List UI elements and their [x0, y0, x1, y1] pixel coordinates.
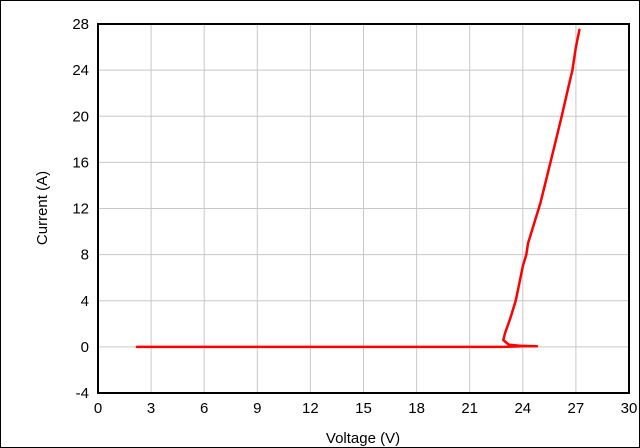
- x-tick-label: 3: [147, 400, 155, 417]
- y-tick-label: 24: [72, 62, 89, 79]
- plot-border: [97, 23, 630, 394]
- x-tick-label: 0: [94, 400, 102, 417]
- x-tick-label: 12: [302, 400, 319, 417]
- tick-labels: 0 3 6 9 12 15 18 21 24 27 30 -4 0 4 8 12 16 20 24 28: [72, 16, 637, 417]
- x-axis-title: Voltage (V): [326, 430, 400, 447]
- y-tick-label: -4: [76, 385, 89, 402]
- y-tick-label: 8: [81, 247, 89, 264]
- y-tick-label: 4: [81, 293, 89, 310]
- x-tick-label: 15: [355, 400, 372, 417]
- x-tick-label: 9: [253, 400, 261, 417]
- y-tick-label: 16: [72, 154, 89, 171]
- y-tick-label: 20: [72, 108, 89, 125]
- x-tick-label: 18: [408, 400, 425, 417]
- y-axis-title: Current (A): [34, 171, 51, 245]
- x-tick-label: 30: [621, 400, 638, 417]
- y-tick-label: 0: [81, 339, 89, 356]
- x-tick-label: 21: [461, 400, 478, 417]
- series-line: [135, 28, 581, 349]
- y-tick-label: 28: [72, 16, 89, 33]
- x-tick-label: 27: [568, 400, 585, 417]
- x-tick-label: 24: [514, 400, 531, 417]
- y-tick-label: 12: [72, 201, 89, 218]
- series-layer: [135, 28, 581, 349]
- x-tick-label: 6: [200, 400, 208, 417]
